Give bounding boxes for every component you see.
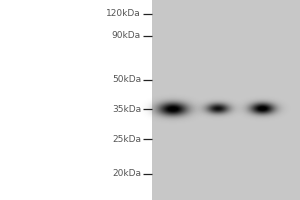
- Text: 35kDa: 35kDa: [112, 104, 141, 114]
- Text: 120kDa: 120kDa: [106, 9, 141, 19]
- Bar: [152, 0, 300, 200]
- Text: 50kDa: 50kDa: [112, 75, 141, 84]
- Text: 90kDa: 90kDa: [112, 31, 141, 40]
- Text: 20kDa: 20kDa: [112, 170, 141, 178]
- Text: 25kDa: 25kDa: [112, 134, 141, 144]
